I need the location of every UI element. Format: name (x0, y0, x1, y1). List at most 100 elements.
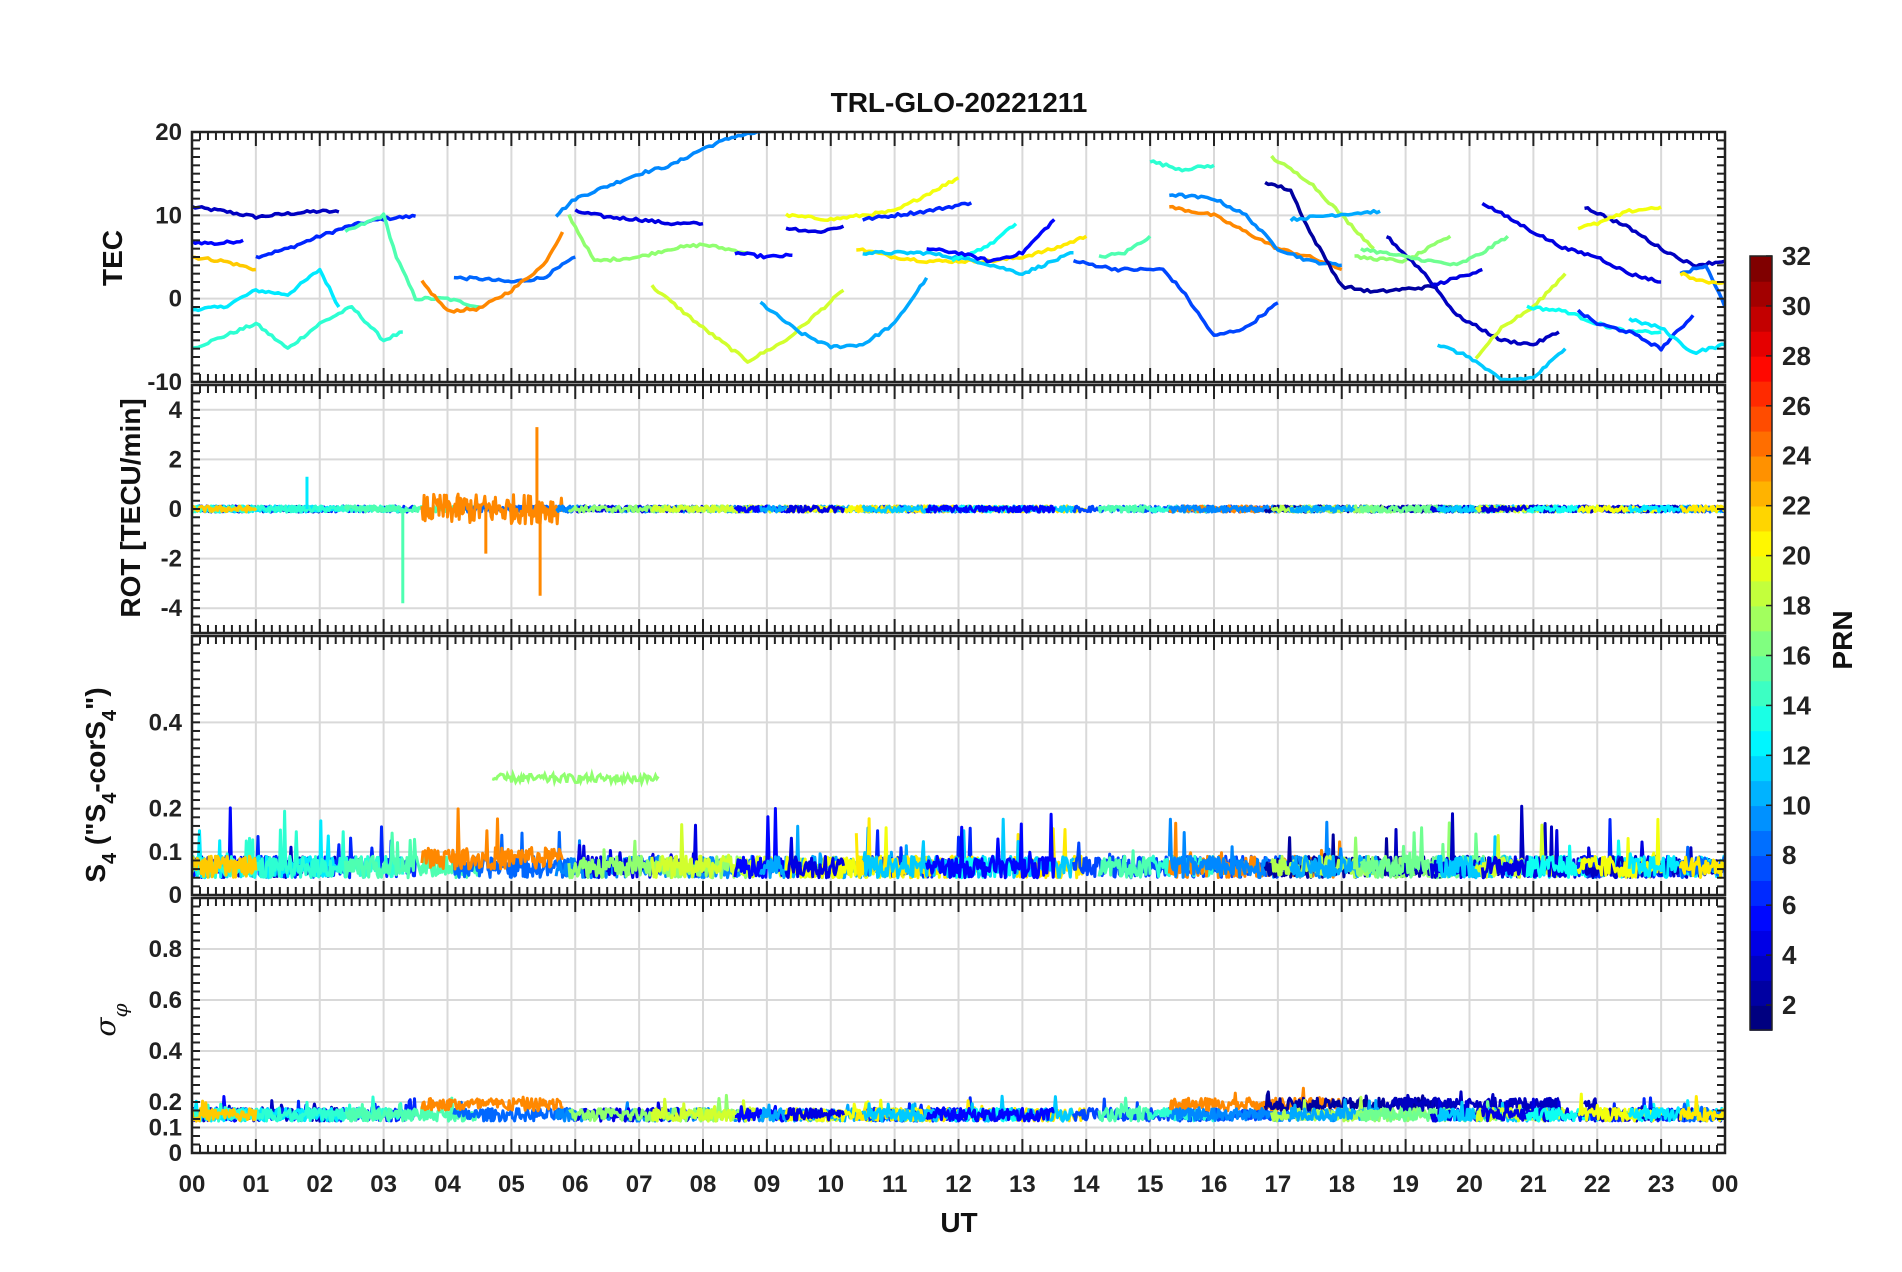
tec-series-line (344, 212, 480, 309)
x-tick-label: 16 (1201, 1171, 1228, 1198)
x-tick-label: 04 (434, 1171, 461, 1198)
tec-series-line (1359, 235, 1510, 267)
y-tick-label: 20 (155, 119, 182, 146)
colorbar-frame (1749, 255, 1773, 1031)
x-tick-label: 15 (1137, 1171, 1164, 1198)
rot-series-line (192, 504, 258, 514)
s4-series-line (192, 809, 405, 879)
y-tick-label: 0 (169, 1140, 182, 1167)
s4-series-line (192, 854, 258, 879)
y-tick-label: 0 (169, 286, 182, 313)
colorbar-label: PRN (1827, 610, 1858, 669)
sigma-series-line (452, 1100, 577, 1123)
colorbar-swatch (1750, 930, 1772, 956)
x-tick-label: 13 (1009, 1171, 1036, 1198)
sigma-sub: φ (108, 1003, 132, 1017)
colorbar-swatch (1750, 905, 1772, 931)
x-tick-label: 21 (1520, 1171, 1547, 1198)
tec-series-line (1264, 180, 1439, 294)
sigma-series-line (192, 1099, 258, 1123)
y-tick-label: 0 (169, 496, 182, 523)
rot-series-line (420, 492, 564, 526)
colorbar-tick-label: 30 (1782, 291, 1811, 321)
s4-series-line (420, 807, 564, 871)
colorbar-swatch (1750, 355, 1772, 382)
tec-series-line (1577, 205, 1662, 231)
tec-series-line (784, 176, 960, 223)
colorbar-swatch (1750, 630, 1772, 657)
x-tick-label: 18 (1328, 1171, 1355, 1198)
colorbar-swatch (1750, 855, 1772, 881)
tec-series-line (1098, 234, 1152, 259)
x-tick-label: 06 (562, 1171, 589, 1198)
tec-series-line (862, 201, 973, 222)
colorbar-swatch (1750, 555, 1772, 582)
x-tick-label: 11 (882, 1171, 907, 1198)
panel-rot: -4 -2 0 2 4 (161, 383, 1727, 635)
colorbar-swatch (1750, 580, 1772, 607)
colorbar-tick-label: 24 (1782, 441, 1811, 471)
y-tick-label: 0.8 (149, 936, 182, 963)
colorbar-swatch (1750, 380, 1772, 407)
colorbar-tick-label: 6 (1782, 890, 1796, 920)
colorbar-swatch (1750, 480, 1772, 507)
colorbar-tick-label: 32 (1782, 241, 1811, 271)
sigma-series-line (1678, 1095, 1725, 1123)
tec-series-line (1481, 202, 1662, 284)
ylabel-s4: S4 ("S4-corS4") (80, 687, 121, 882)
tec-series-line (567, 213, 748, 263)
sigma-base: σ (89, 1017, 122, 1037)
tec-series-line (785, 224, 845, 234)
tec-series-line (554, 132, 761, 218)
tec-series-line (734, 251, 793, 260)
s4-plateau-line (491, 768, 660, 788)
x-tick-label: 12 (945, 1171, 972, 1198)
s4-sub3: 4 (99, 709, 121, 721)
ylabel-rot: ROT [TECU/min] (115, 398, 146, 617)
s4-series-line (1576, 817, 1663, 879)
y-tick-label: -2 (161, 546, 182, 573)
y-tick-label: -10 (147, 369, 182, 396)
colorbar-swatch (1750, 780, 1772, 807)
x-tick-label: 09 (754, 1171, 781, 1198)
panel-s4: 0 0.1 0.2 0.4 (149, 634, 1727, 909)
x-tick-label: 05 (498, 1171, 525, 1198)
tec-series-line (650, 284, 845, 364)
s4-mid: ("S (80, 804, 111, 853)
y-tick-label: -4 (161, 595, 183, 622)
colorbar-swatch (1750, 880, 1772, 906)
s4-series-line (1359, 826, 1510, 880)
colorbar-tick-label: 26 (1782, 391, 1811, 421)
colorbar-swatch (1750, 280, 1772, 307)
rot-series-line (567, 504, 749, 514)
tec-series-line (1169, 204, 1343, 272)
tec-series-line (1289, 208, 1381, 223)
colorbar-tick-label: 22 (1782, 491, 1811, 521)
s4-series-line (1167, 821, 1344, 879)
tec-series-line (1354, 234, 1452, 264)
panel-sigma: 00.10.2 0.4 0.6 0.8 (149, 896, 1727, 1167)
x-tick-label: 02 (306, 1171, 333, 1198)
y-tick-label: 0.2 (149, 796, 182, 823)
y-tick-label: 4 (169, 397, 183, 424)
tec-series-line (1628, 317, 1725, 356)
colorbar-swatch (1750, 755, 1772, 782)
series-group (192, 132, 1725, 382)
x-tick-label: 19 (1392, 1171, 1419, 1198)
y-tick-label: 0.1 (149, 839, 182, 866)
tec-series-line (453, 255, 576, 284)
colorbar-tick-label: 2 (1782, 990, 1796, 1020)
tec-series-line (192, 238, 244, 246)
x-tick-label: 10 (817, 1171, 844, 1198)
tec-series-line (420, 231, 565, 314)
colorbar-tick-label: 18 (1782, 591, 1811, 621)
colorbar-tick-label: 16 (1782, 640, 1811, 670)
colorbar-swatch (1750, 655, 1772, 682)
tec-series-line (862, 249, 1074, 277)
y-tick-label: 10 (155, 202, 182, 229)
tec-series-line (1576, 308, 1695, 352)
x-tick-labels: 00 01 02 03 04 05 06 07 08 09 10 11 12 13 14 15 16 17 18 19… (179, 1171, 1739, 1198)
colorbar-tick-label: 20 (1782, 541, 1811, 571)
x-tick-label: 22 (1584, 1171, 1611, 1198)
colorbar-tick-label: 10 (1782, 790, 1811, 820)
